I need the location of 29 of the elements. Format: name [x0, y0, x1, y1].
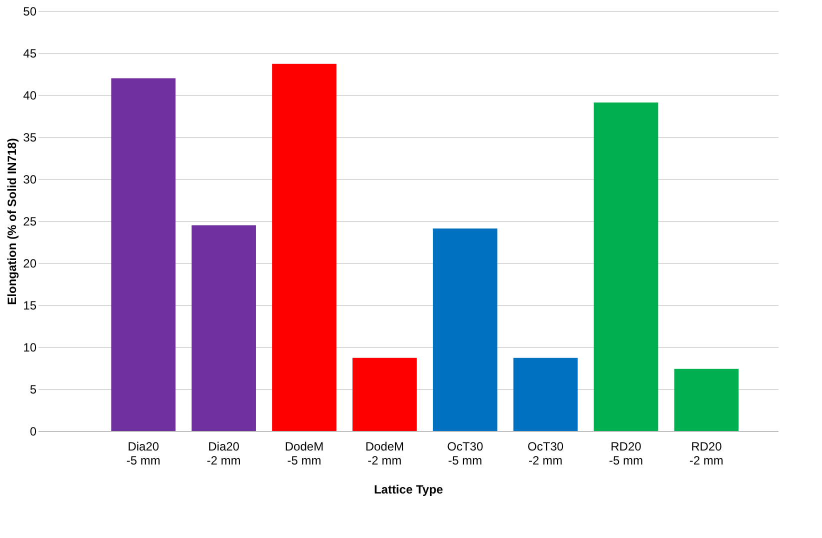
- bar: [111, 78, 176, 431]
- x-tick-label: OcT30 -5 mm: [447, 440, 484, 468]
- x-tick-label: Dia20 -5 mm: [126, 440, 160, 468]
- bar: [352, 358, 417, 431]
- bar: [594, 102, 658, 431]
- x-tick-label: OcT30 -2 mm: [528, 440, 564, 468]
- y-tick-label: 40: [23, 88, 37, 102]
- y-tick-label: 10: [23, 340, 37, 354]
- y-tick-label: 30: [23, 172, 37, 186]
- bar: [513, 358, 578, 431]
- bar: [674, 368, 739, 431]
- x-axis-title: Lattice Type: [374, 482, 444, 496]
- y-tick-label: 25: [23, 214, 37, 228]
- y-tick-label: 15: [23, 298, 37, 312]
- y-axis-title: Elongation (% of Solid IN718): [5, 138, 20, 305]
- bar: [192, 225, 256, 431]
- x-tick-label: RD20 -5 mm: [608, 440, 643, 468]
- y-tick-label: 50: [23, 4, 37, 18]
- y-tick-label: 0: [30, 424, 37, 438]
- x-tick-label: Dia20 -2 mm: [206, 440, 241, 468]
- x-tick-label: RD20 -2 mm: [689, 440, 724, 468]
- bar: [432, 228, 498, 431]
- bar: [272, 64, 336, 431]
- y-tick-label: 20: [23, 256, 37, 270]
- x-tick-label: DodeM -2 mm: [365, 440, 404, 468]
- x-tick-label: DodeM -5 mm: [284, 440, 324, 468]
- y-tick-label: 5: [30, 382, 37, 396]
- y-tick-label: 35: [23, 130, 37, 144]
- y-tick-label: 45: [23, 46, 37, 60]
